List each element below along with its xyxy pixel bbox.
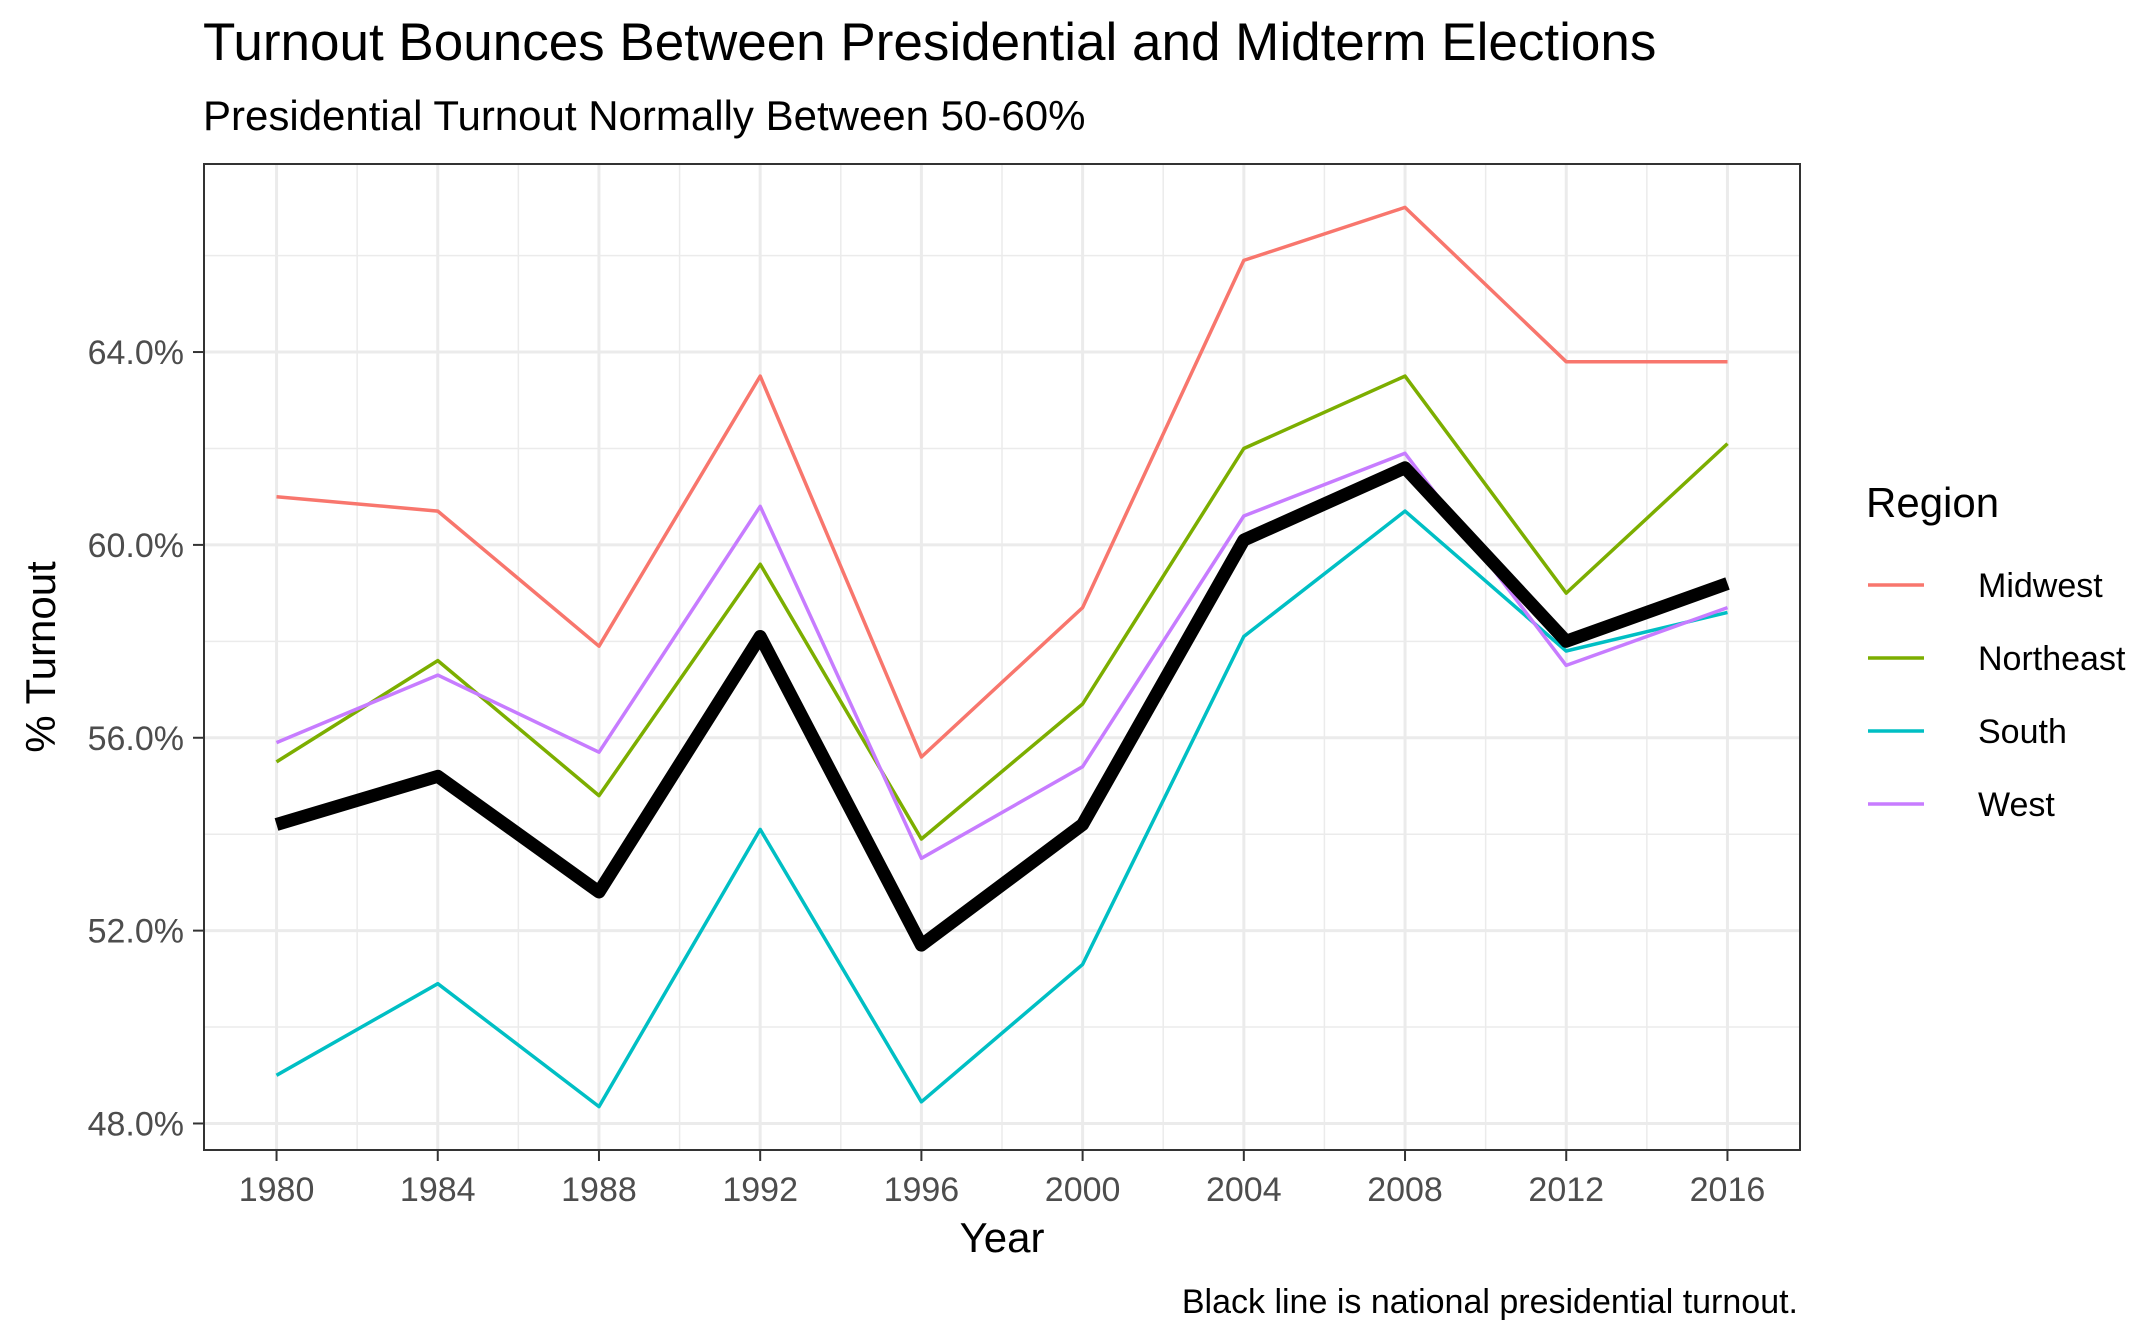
legend-label-midwest: Midwest (1978, 567, 2103, 605)
series-line-northeast (275, 374, 1729, 841)
axis-layer: 1980 1984 1988 1992 1996 2000 2004 2008 2012 2016… (88, 334, 1766, 1209)
x-tick-label: 1992 (722, 1171, 798, 1209)
series-line-national (274, 461, 1730, 952)
chart-caption: Black line is national presidential turn… (1182, 1283, 1798, 1321)
x-tick-label: 2012 (1528, 1171, 1604, 1209)
legend-label-northeast: Northeast (1978, 640, 2126, 678)
series-line-midwest (276, 205, 1728, 759)
chart-title: Turnout Bounces Between Presidential and… (203, 13, 1656, 72)
chart-subtitle: Presidential Turnout Normally Between 50… (203, 92, 1085, 139)
y-axis-title: % Turnout (17, 561, 64, 753)
y-tick-label: 60.0% (88, 527, 184, 565)
legend: Region Midwest Northeast South West (1866, 479, 2126, 824)
x-tick-label: 2008 (1367, 1171, 1443, 1209)
series-line-south (275, 509, 1728, 1109)
x-tick-label: 2016 (1690, 1171, 1766, 1209)
x-tick-label: 1980 (239, 1171, 315, 1209)
y-tick-label: 52.0% (88, 913, 184, 951)
x-tick-label: 2000 (1045, 1171, 1121, 1209)
legend-label-west: West (1978, 786, 2055, 824)
panel-border (203, 163, 1801, 1151)
y-tick-label: 48.0% (88, 1105, 184, 1143)
y-tick-label: 64.0% (88, 334, 184, 372)
x-tick-label: 2004 (1206, 1171, 1282, 1209)
series-layer (274, 205, 1730, 1109)
x-tick-label: 1988 (561, 1171, 637, 1209)
legend-title: Region (1866, 479, 1999, 526)
x-tick-label: 1996 (884, 1171, 960, 1209)
legend-label-south: South (1978, 713, 2067, 751)
y-tick-label: 56.0% (88, 720, 184, 758)
grid-layer (204, 164, 1800, 1150)
x-axis-title: Year (960, 1214, 1045, 1261)
x-tick-label: 1984 (400, 1171, 476, 1209)
